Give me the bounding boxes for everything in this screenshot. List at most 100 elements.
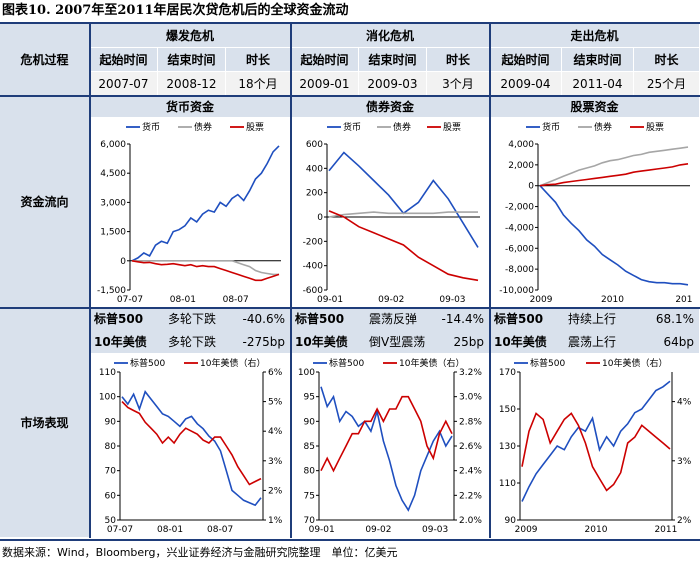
x-tick-label: 2011	[654, 525, 677, 535]
legend-label: 标普500	[530, 357, 565, 369]
y2-tick-label: 3.0%	[459, 393, 482, 403]
x-tick-label: 09-02	[378, 295, 404, 305]
y-tick-label: 0	[120, 257, 126, 267]
y-tick-label: 170	[499, 368, 516, 378]
market-value: 64bp	[663, 335, 694, 349]
y-tick-label: 50	[105, 516, 117, 526]
chart-svg: 货币 债券 股票 -600 -400 -200 0 200 400 600 09-01 09-02 09…	[303, 121, 480, 305]
chart-svg: 货币 债券 股票 -1,500 0 1,500 3,000 4,500 6,000 07-07 08…	[97, 121, 281, 305]
series-line	[328, 210, 479, 282]
legend-label: 货币	[142, 121, 160, 133]
y-tick-label: 3,000	[100, 198, 126, 208]
flow-title: 股票资金	[490, 96, 700, 118]
phase-value: 3个月	[427, 72, 490, 96]
y2-tick-label: 2.8%	[459, 417, 482, 427]
y-tick-label: 95	[304, 393, 315, 403]
legend-label: 货币	[542, 121, 560, 133]
phase-header: 时长	[427, 48, 490, 72]
legend-label: 债券	[194, 121, 212, 133]
x-tick-label: 201	[675, 295, 692, 305]
y-tick-label: -400	[303, 262, 324, 272]
divider	[0, 95, 700, 97]
source-note: 数据来源：Wind，Bloomberg，兴业证券经济与金融研究院整理 单位：亿美…	[2, 546, 398, 559]
divider	[489, 24, 491, 538]
market-label: 标普500	[494, 312, 544, 326]
market-value: -40.6%	[242, 312, 285, 326]
y-tick-label: -10,000	[499, 286, 534, 296]
series-line	[121, 390, 262, 507]
market-row: 10年美债 震荡上行 64bp	[490, 331, 699, 353]
market-desc: 持续上行	[568, 312, 617, 326]
y2-tick-label: 2.6%	[459, 442, 482, 452]
series-line	[121, 401, 262, 486]
y2-tick-label: 2%	[677, 516, 692, 526]
y-tick-label: 100	[99, 393, 116, 403]
y-tick-label: 60	[105, 491, 117, 501]
y2-tick-label: 5%	[268, 398, 283, 408]
series-line	[131, 260, 280, 282]
phase-header: 结束时间	[359, 48, 427, 72]
y-tick-label: 75	[304, 491, 315, 501]
flow-chart-currency: 货币 债券 股票 -1,500 0 1,500 3,000 4,500 6,000 07-07 08…	[92, 120, 289, 306]
y-tick-label: -1,500	[97, 286, 126, 296]
market-chart-2: 标普500 10年美债（右） 70 75 80 85 90 95 100 2.0% 2.2% 2.4%…	[293, 356, 488, 536]
flow-title: 债券资金	[291, 96, 490, 118]
x-tick-label: 08-07	[207, 525, 233, 535]
y-tick-label: 0	[528, 182, 534, 192]
series-line	[131, 145, 280, 262]
y-tick-label: -8,000	[505, 265, 534, 275]
legend-label: 10年美债（右）	[200, 357, 265, 369]
bottom-rule	[0, 539, 700, 541]
phase-value: 2007-07	[90, 72, 158, 96]
phase-header: 起始时间	[291, 48, 359, 72]
flow-title: 货币资金	[90, 96, 291, 118]
y-tick-label: 90	[505, 516, 517, 526]
market-row: 标普500 震荡反弹 -14.4%	[291, 308, 489, 331]
series-line	[328, 151, 479, 248]
row-label-market: 市场表现	[0, 308, 90, 538]
market-value: 25bp	[453, 335, 484, 349]
market-table: 标普500 持续上行 68.1% 10年美债 震荡上行 64bp	[490, 308, 700, 354]
phase-value: 2009-03	[359, 72, 427, 96]
y-tick-label: 600	[306, 140, 323, 150]
figure-title: 图表10. 2007年至2011年居民次贷危机后的全球资金流动	[0, 0, 700, 22]
phase-header: 结束时间	[562, 48, 634, 72]
x-tick-label: 08-01	[157, 525, 183, 535]
y2-tick-label: 6%	[268, 368, 283, 378]
flow-chart-bond: 货币 债券 股票 -600 -400 -200 0 200 400 600 09-01 09-02 09…	[293, 120, 488, 306]
market-value: -275bp	[242, 335, 285, 349]
y-tick-label: 6,000	[100, 140, 126, 150]
market-row: 标普500 持续上行 68.1%	[490, 308, 699, 331]
market-desc: 多轮下跌	[168, 312, 217, 326]
phase-value: 2009-04	[490, 72, 562, 96]
y-tick-label: 80	[105, 442, 117, 452]
market-desc: 多轮下跌	[168, 335, 217, 349]
legend-label: 10年美债（右）	[602, 357, 667, 369]
x-tick-label: 2009	[515, 525, 538, 535]
series-line	[539, 185, 689, 286]
market-label: 标普500	[295, 312, 345, 326]
phase-value: 2009-01	[291, 72, 359, 96]
y-tick-label: 200	[306, 189, 323, 199]
phase-header: 结束时间	[158, 48, 226, 72]
y-tick-label: 400	[306, 164, 323, 174]
legend-label: 股票	[246, 122, 264, 133]
market-value: -14.4%	[441, 312, 484, 326]
y2-tick-label: 2.4%	[459, 467, 482, 477]
row-label-crisis: 危机过程	[0, 24, 90, 96]
x-tick-label: 07-07	[107, 525, 133, 535]
y-tick-label: 100	[298, 368, 315, 378]
phase-title: 走出危机	[490, 24, 700, 48]
market-chart-3: 标普500 10年美债（右） 90 110 130 150 170 2% 3% 4% 2009 201…	[492, 356, 698, 536]
y-tick-label: 90	[105, 417, 117, 427]
phase-header: 起始时间	[490, 48, 562, 72]
divider	[290, 24, 292, 538]
phase-header: 起始时间	[90, 48, 158, 72]
market-desc: 震荡上行	[568, 335, 617, 349]
series-line	[521, 412, 671, 492]
legend-label: 货币	[343, 121, 361, 133]
y-tick-label: 0	[317, 213, 323, 223]
market-label: 10年美债	[295, 335, 348, 349]
flow-chart-equity: 货币 债券 股票 -10,000 -8,000 -6,000 -4,000 -2,000 0 2,…	[492, 120, 698, 306]
market-label: 10年美债	[94, 335, 147, 349]
